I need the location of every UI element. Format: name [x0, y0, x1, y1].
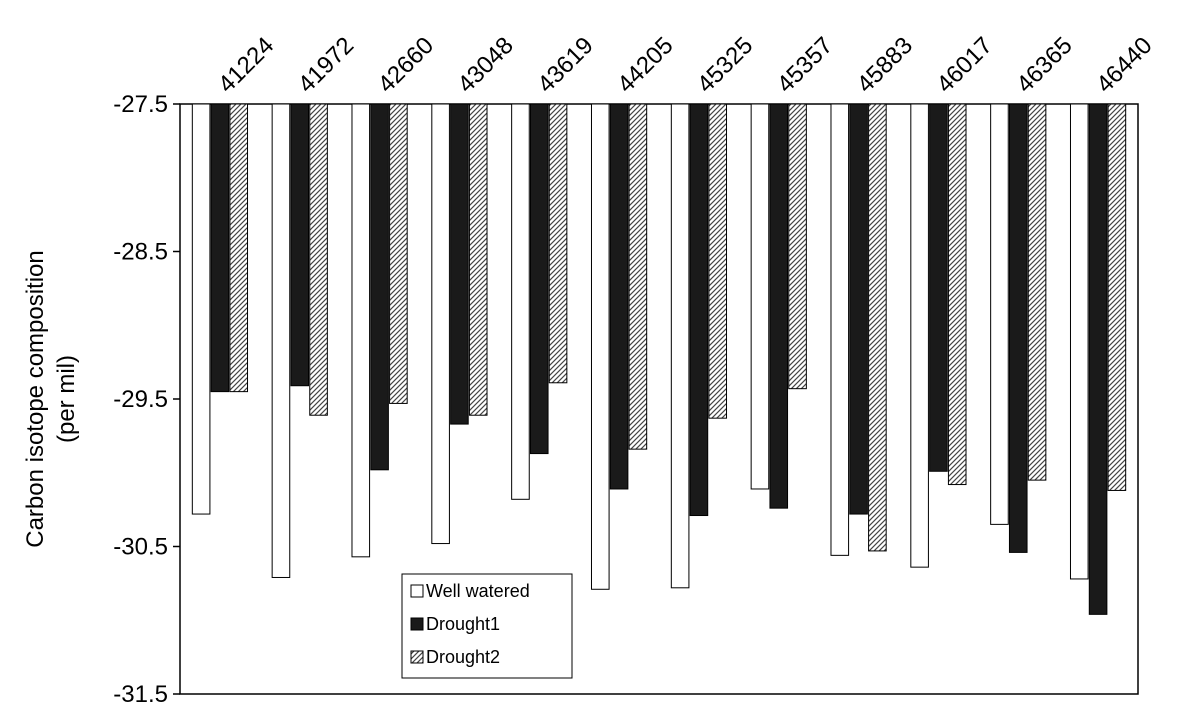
y-axis-title: Carbon isotope composition (per mil) — [22, 250, 80, 548]
legend-swatch — [410, 650, 424, 664]
legend: Well watered Drought1 Drought2 — [401, 573, 573, 679]
y-tick-label: -28.5 — [113, 239, 168, 266]
bar-drought2 — [947, 103, 967, 486]
category-label: 41972 — [293, 32, 359, 98]
bar-well-watered — [431, 103, 450, 545]
bar-drought2 — [1107, 103, 1127, 491]
bar-drought1 — [849, 103, 868, 515]
legend-box — [401, 573, 573, 679]
bar-well-watered — [670, 103, 690, 589]
bar-well-watered — [990, 103, 1009, 525]
plot-area — [179, 103, 1139, 695]
bar-drought1 — [689, 103, 709, 517]
bar-drought2 — [628, 103, 648, 450]
bar-well-watered — [351, 103, 371, 558]
legend-swatch — [410, 584, 424, 598]
bar-drought1 — [370, 103, 389, 471]
y-tick-label: -30.5 — [113, 534, 168, 561]
category-label: 46017 — [932, 32, 998, 98]
bar-well-watered — [511, 103, 530, 500]
category-label: 43048 — [453, 32, 519, 98]
y-tick-label: -31.5 — [113, 681, 168, 708]
category-label: 46365 — [1011, 32, 1077, 98]
legend-label: Well watered — [426, 581, 530, 601]
bar-drought2 — [309, 103, 328, 416]
bar-drought2 — [1027, 103, 1047, 481]
bar-well-watered — [830, 103, 850, 556]
legend-swatch — [410, 617, 424, 631]
category-label: 41224 — [213, 32, 279, 98]
bar-drought1 — [1008, 103, 1028, 553]
bar-drought1 — [609, 103, 629, 490]
bar-drought1 — [210, 103, 230, 393]
category-label: 45357 — [772, 32, 838, 98]
bar-drought1 — [290, 103, 310, 387]
bar-drought2 — [788, 103, 807, 390]
bar-drought2 — [868, 103, 887, 552]
bar-drought1 — [529, 103, 549, 455]
y-axis-title-line: Carbon isotope composition — [22, 250, 49, 548]
y-tick-label: -29.5 — [113, 386, 168, 413]
bar-drought2 — [468, 103, 488, 416]
bar-well-watered — [910, 103, 929, 568]
bar-drought1 — [450, 103, 469, 425]
bar-well-watered — [271, 103, 291, 578]
bar-drought2 — [229, 103, 249, 393]
bar-drought2 — [548, 103, 568, 384]
bar-drought2 — [389, 103, 408, 404]
category-label: 46440 — [1091, 32, 1157, 98]
y-axis: -27.5 -28.5 -29.5 -30.5 -31.5 — [113, 91, 180, 708]
bar-well-watered — [1069, 103, 1089, 580]
bar-drought1 — [929, 103, 948, 472]
y-tick-label: -27.5 — [113, 91, 168, 118]
bar-well-watered — [191, 103, 211, 515]
y-axis-title-line: (per mil) — [53, 355, 80, 443]
legend-label: Drought1 — [426, 614, 500, 634]
category-label: 44205 — [612, 32, 678, 98]
bar-well-watered — [590, 103, 610, 590]
category-labels: 41224 41972 42660 43048 43619 44205 45325 45357… — [213, 32, 1157, 98]
bar-drought1 — [1088, 103, 1108, 615]
bar-well-watered — [750, 103, 770, 490]
bar-drought1 — [769, 103, 789, 509]
category-label: 45883 — [852, 32, 918, 98]
category-label: 42660 — [373, 32, 439, 98]
legend-label: Drought2 — [426, 647, 500, 667]
category-label: 45325 — [692, 32, 758, 98]
category-label: 43619 — [532, 32, 598, 98]
bar-drought2 — [708, 103, 728, 419]
